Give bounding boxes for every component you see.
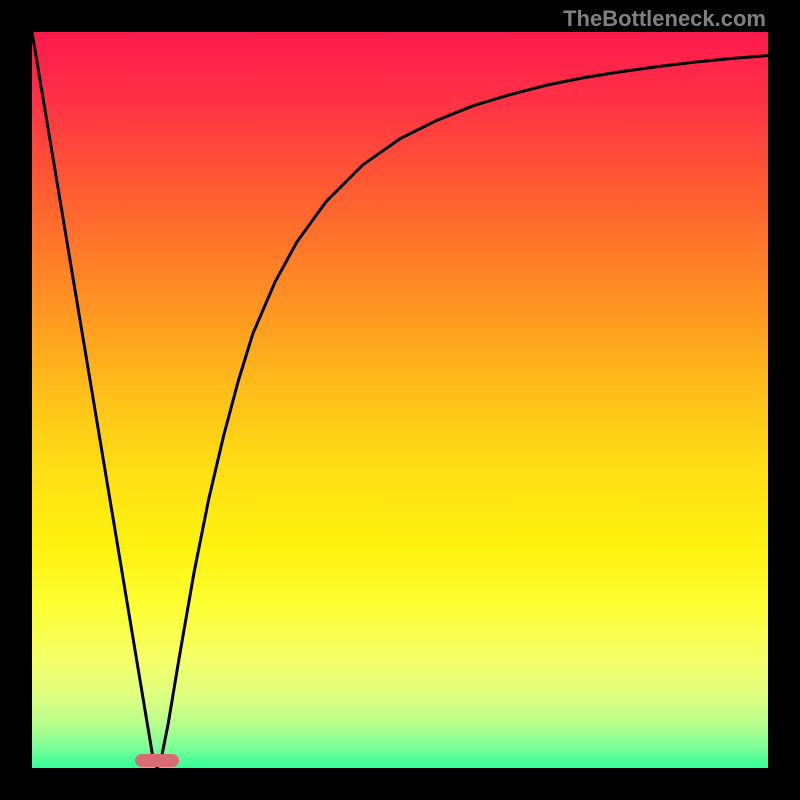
watermark-text: TheBottleneck.com xyxy=(563,6,766,32)
chart-container: TheBottleneck.com xyxy=(0,0,800,800)
curve-line xyxy=(32,32,768,768)
bottleneck-marker xyxy=(135,754,179,767)
plot-area xyxy=(32,32,768,768)
